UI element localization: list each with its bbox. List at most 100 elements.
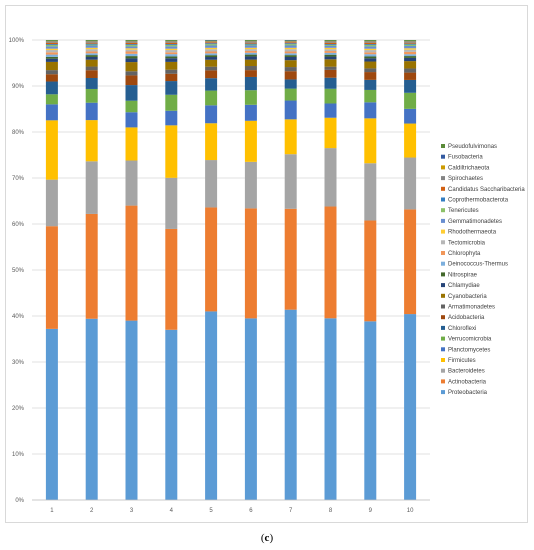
- bar-segment: [85, 55, 98, 57]
- legend-label: Tenericutes: [448, 208, 479, 214]
- bar-segment: [324, 59, 337, 67]
- bar-segment: [85, 45, 98, 48]
- bar-segment: [125, 58, 138, 63]
- bar-segment: [244, 47, 257, 50]
- legend-label: Chlorophyta: [448, 251, 481, 257]
- bar-segment: [125, 127, 138, 161]
- bar-segment: [125, 41, 138, 43]
- bar-segment: [284, 100, 297, 120]
- bar-segment: [45, 48, 58, 51]
- bar-segment: [165, 40, 178, 41]
- bar-segment: [284, 88, 297, 101]
- bar-segment: [324, 49, 337, 52]
- bar-segment: [404, 209, 417, 315]
- bar-segment: [45, 81, 58, 95]
- bar-segment: [205, 66, 218, 71]
- bar-segment: [165, 125, 178, 178]
- bar-segment: [364, 79, 377, 90]
- bar-segment: [324, 318, 337, 500]
- bars: [45, 40, 417, 500]
- bar-segment: [404, 41, 417, 43]
- legend-swatch: [441, 347, 445, 352]
- bar-segment: [324, 88, 337, 104]
- bar-segment: [45, 328, 58, 500]
- bar-segment: [85, 88, 98, 103]
- bar-segment: [324, 117, 337, 149]
- x-tick-label: 2: [90, 508, 94, 514]
- bar-segment: [125, 46, 138, 49]
- legend-label: Chlamydiae: [448, 283, 480, 289]
- legend-label: Caldiltrichaeota: [448, 165, 490, 171]
- bar-segment: [364, 40, 377, 41]
- bar-segment: [165, 61, 178, 70]
- y-tick-label: 50%: [12, 268, 25, 274]
- bar-segment: [125, 62, 138, 72]
- bar-segment: [364, 48, 377, 51]
- bar-segment: [165, 42, 178, 45]
- bar-segment: [205, 55, 218, 58]
- bar-segment: [165, 69, 178, 74]
- bar-segment: [404, 123, 417, 158]
- bar-segment: [125, 51, 138, 54]
- bar-segment: [165, 329, 178, 500]
- bar-segment: [205, 105, 218, 124]
- bar-segment: [45, 40, 58, 41]
- bar-segment: [284, 309, 297, 500]
- bar-segment: [324, 103, 337, 118]
- bar-segment: [284, 41, 297, 43]
- bar-segment: [404, 45, 417, 49]
- bar-segment: [404, 48, 417, 50]
- bar-segment: [205, 59, 218, 67]
- bar-segment: [404, 108, 417, 124]
- bar-segment: [284, 56, 297, 61]
- bar-segment: [244, 41, 257, 43]
- legend-label: Armatimonadetes: [448, 305, 495, 311]
- x-tick-label: 9: [369, 508, 373, 514]
- bar-segment: [364, 68, 377, 73]
- bar-segment: [364, 41, 377, 43]
- bar-segment: [404, 79, 417, 93]
- bar-segment: [404, 92, 417, 109]
- bar-segment: [45, 42, 58, 45]
- bar-segment: [364, 118, 377, 164]
- bar-segment: [364, 45, 377, 47]
- bar-segment: [404, 44, 417, 46]
- bar-segment: [364, 220, 377, 322]
- bar-segment: [85, 49, 98, 52]
- bar-segment: [364, 58, 377, 62]
- bar-segment: [404, 61, 417, 69]
- bar-segment: [404, 42, 417, 44]
- bar-segment: [244, 208, 257, 319]
- legend-swatch: [441, 186, 445, 191]
- bar-segment: [364, 102, 377, 119]
- legend-swatch: [441, 315, 445, 320]
- bar-segment: [85, 56, 98, 60]
- bar-segment: [125, 42, 138, 45]
- bar-segment: [45, 46, 58, 49]
- legend-label: Cyanobacteria: [448, 294, 487, 300]
- bar-segment: [244, 104, 257, 121]
- bar-segment: [284, 49, 297, 52]
- legend-label: Spirochaetes: [448, 176, 483, 182]
- bar-segment: [205, 53, 218, 56]
- bar-segment: [244, 49, 257, 51]
- bar-segment: [165, 41, 178, 43]
- bar-segment: [125, 160, 138, 206]
- x-tick-label: 1: [50, 508, 54, 514]
- bar-segment: [404, 72, 417, 80]
- bar-segment: [125, 85, 138, 101]
- bar-segment: [205, 78, 218, 91]
- bar-segment: [205, 44, 218, 46]
- y-tick-label: 80%: [12, 130, 25, 136]
- legend-swatch: [441, 261, 445, 266]
- bar-segment: [205, 90, 218, 106]
- bar-segment: [284, 43, 297, 45]
- bar-segment: [284, 67, 297, 72]
- legend-label: Gemmatimonadetes: [448, 219, 502, 225]
- bar-segment: [324, 56, 337, 60]
- legend-swatch: [441, 229, 445, 234]
- bar-segment: [85, 47, 98, 50]
- bar-segment: [324, 52, 337, 55]
- figure-frame: [5, 5, 528, 523]
- bar-segment: [404, 57, 417, 62]
